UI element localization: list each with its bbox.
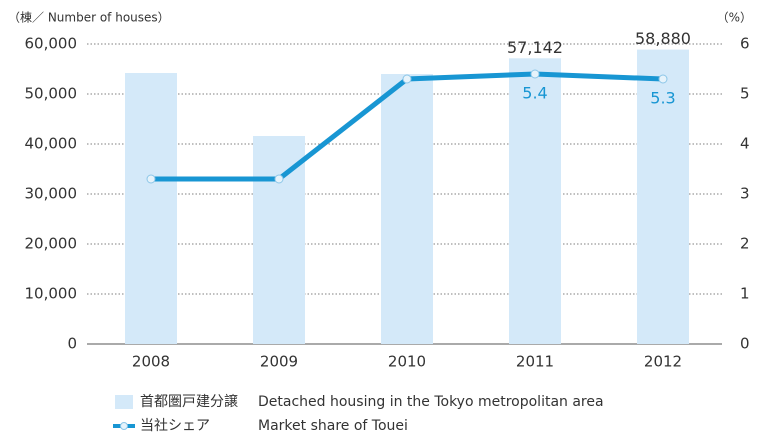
y-tick-label: 60,000 xyxy=(25,35,78,53)
share-marker xyxy=(402,74,412,84)
y-tick-label: 50,000 xyxy=(25,85,78,103)
y2-tick-label: 4 xyxy=(740,135,750,153)
share-marker xyxy=(658,74,668,84)
bar xyxy=(381,74,433,344)
legend-label: 首都圏戸建分譲 xyxy=(140,394,238,410)
y2-axis-label: （%） xyxy=(717,11,752,25)
y-tick-label: 10,000 xyxy=(25,285,78,303)
legend-label-en: Market share of Touei xyxy=(258,418,408,434)
x-tick-label: 2008 xyxy=(132,353,170,371)
y2-tick-label: 1 xyxy=(740,285,750,303)
x-tick-label: 2012 xyxy=(644,353,682,371)
x-tick-label: 2010 xyxy=(388,353,426,371)
bar xyxy=(253,136,305,344)
line-value-label: 5.4 xyxy=(522,84,547,103)
share-marker xyxy=(530,69,540,79)
y-axis-label: （棟／ Number of houses） xyxy=(8,10,170,25)
bar xyxy=(509,58,561,344)
line-value-label: 5.3 xyxy=(650,89,675,108)
y-tick-label: 0 xyxy=(67,335,77,353)
bar-value-label: 58,880 xyxy=(635,29,691,48)
bar xyxy=(125,73,177,344)
x-tick-label: 2009 xyxy=(260,353,298,371)
legend-label: 当社シェア xyxy=(140,418,210,434)
legend-swatch xyxy=(115,395,133,409)
bar-value-label: 57,142 xyxy=(507,38,563,57)
y-tick-label: 20,000 xyxy=(25,235,78,253)
y2-tick-label: 6 xyxy=(740,35,750,53)
legend-swatch xyxy=(120,422,128,430)
bar xyxy=(637,49,689,344)
y2-tick-label: 5 xyxy=(740,85,750,103)
y2-tick-label: 0 xyxy=(740,335,750,353)
y2-tick-label: 2 xyxy=(740,235,750,253)
y2-tick-label: 3 xyxy=(740,185,750,203)
y-tick-label: 30,000 xyxy=(25,185,78,203)
x-tick-label: 2011 xyxy=(516,353,554,371)
y-tick-label: 40,000 xyxy=(25,135,78,153)
share-marker xyxy=(274,174,284,184)
legend-label-en: Detached housing in the Tokyo metropolit… xyxy=(258,394,604,410)
share-marker xyxy=(146,174,156,184)
